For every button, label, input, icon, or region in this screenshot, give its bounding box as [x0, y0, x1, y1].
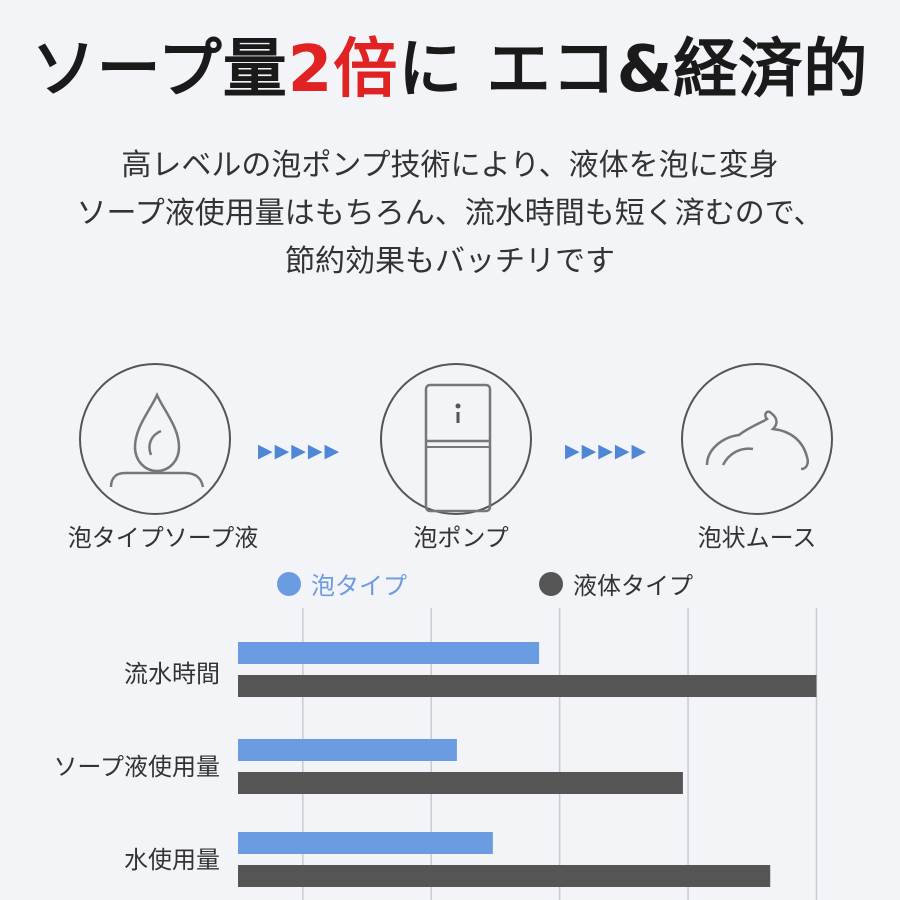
step-soap-circle	[79, 363, 231, 515]
step-label-soap: 泡タイプソープ液	[67, 524, 259, 552]
category-label-water-time: 流水時間	[124, 660, 220, 688]
legend-foam-label: 泡タイプ	[311, 572, 407, 600]
bar-foam	[238, 739, 457, 761]
legend-liquid: 液体タイプ	[539, 566, 693, 601]
category-label-water-usage: 水使用量	[124, 846, 220, 874]
category-label-soap-usage: ソープ液使用量	[53, 753, 220, 781]
soap-drop-icon	[109, 391, 205, 488]
bar-liquid	[238, 865, 771, 887]
step-pump-circle	[380, 363, 532, 515]
arrow-right-icon: ▶▶▶▶▶	[565, 440, 649, 462]
foam-pump-icon	[424, 383, 492, 513]
description-line-1: 高レベルの泡ポンプ技術により、液体を泡に変身	[121, 148, 779, 183]
headline-part2: に エコ&経済的	[398, 33, 869, 107]
bar-foam	[238, 832, 493, 854]
step-mousse-circle	[681, 363, 833, 515]
headline-accent: 2倍	[287, 33, 399, 107]
headline-part1: ソープ量	[31, 33, 288, 107]
bar-foam	[238, 642, 540, 664]
foam-mousse-icon	[705, 410, 809, 471]
headline: ソープ量2倍に エコ&経済的	[0, 18, 900, 110]
legend-liquid-label: 液体タイプ	[573, 572, 693, 600]
arrow-right-icon: ▶▶▶▶▶	[258, 440, 342, 462]
step-label-mousse: 泡状ムース	[697, 524, 817, 552]
description-line-3: 節約効果もバッチリです	[285, 244, 615, 279]
legend-liquid-swatch	[539, 571, 563, 596]
bar-liquid	[238, 772, 683, 794]
description: 高レベルの泡ポンプ技術により、液体を泡に変身 ソープ液使用量はもちろん、流水時間…	[0, 142, 900, 286]
description-line-2: ソープ液使用量はもちろん、流水時間も短く済むので、	[76, 196, 824, 231]
legend-foam-swatch	[277, 571, 301, 596]
legend-foam: 泡タイプ	[277, 566, 407, 601]
bar-liquid	[238, 675, 817, 697]
step-label-pump: 泡ポンプ	[413, 524, 509, 552]
